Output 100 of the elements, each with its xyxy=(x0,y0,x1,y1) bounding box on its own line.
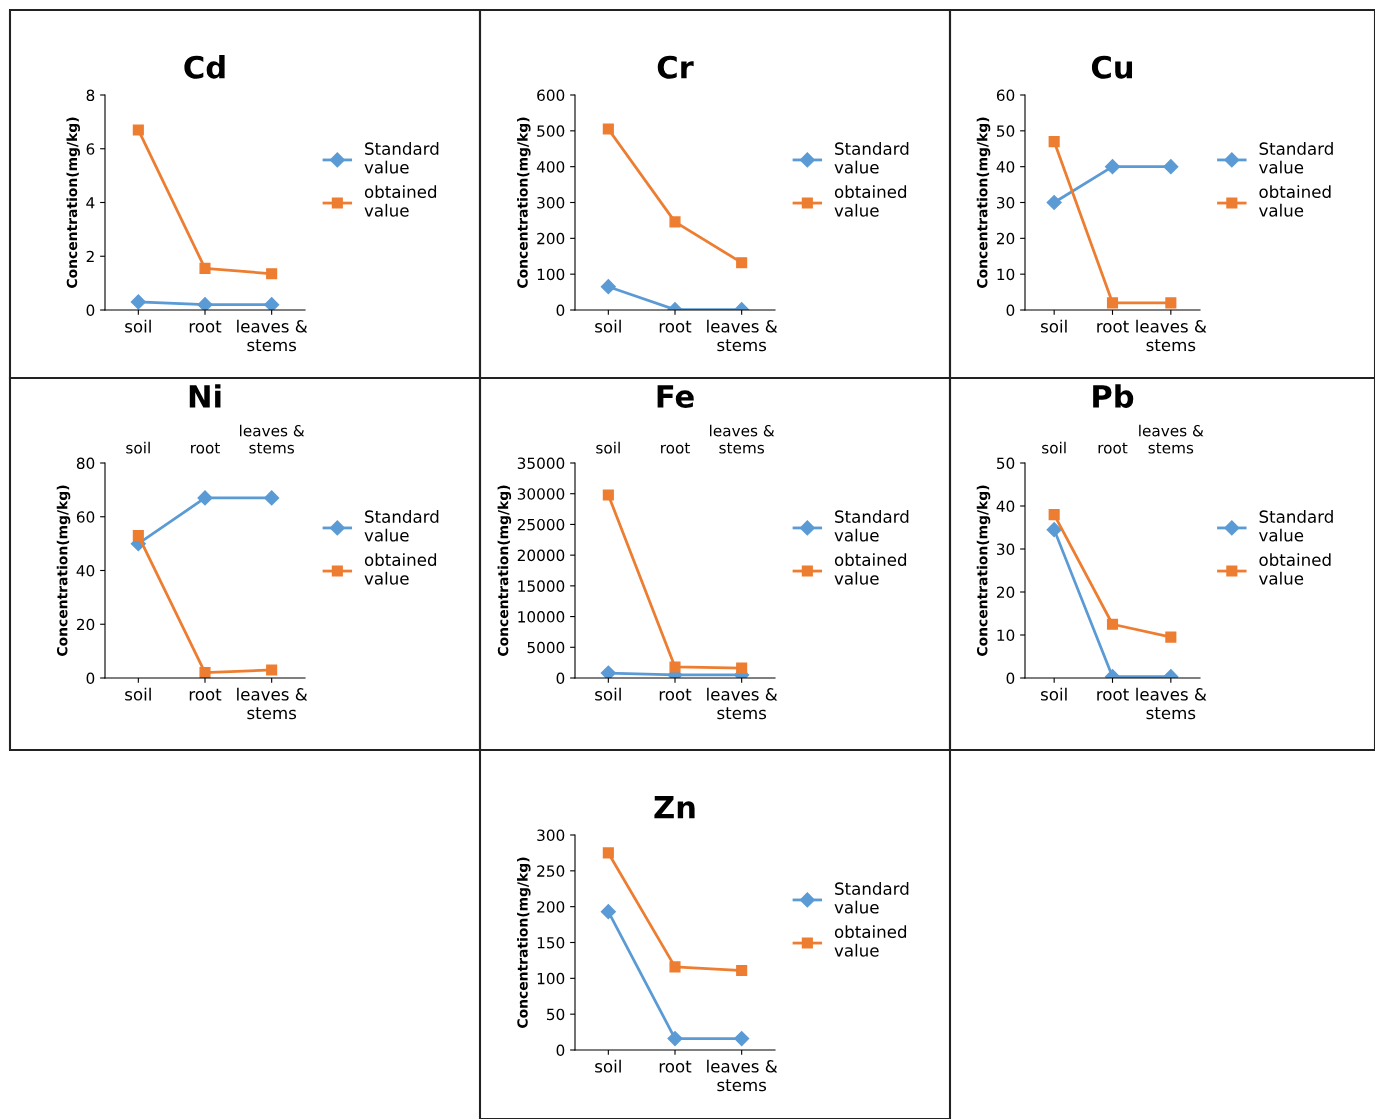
point xyxy=(736,257,748,269)
point xyxy=(734,1030,750,1047)
chart-title: Pb xyxy=(1093,384,1134,408)
point xyxy=(600,279,616,295)
point xyxy=(669,661,681,673)
y-tick-label: 40 xyxy=(76,564,95,577)
y-tick-label: 10 xyxy=(997,629,1015,642)
y-tick-label: 0 xyxy=(1006,672,1015,685)
y-tick-label: 400 xyxy=(536,161,565,173)
x-tick-label: soil xyxy=(125,687,151,701)
y-tick-label: 80 xyxy=(76,457,95,470)
point xyxy=(667,1030,683,1047)
point xyxy=(1163,159,1179,175)
y-axis-title: Concentration(mg/kg) xyxy=(66,117,80,288)
legend-label: Standard value xyxy=(364,142,439,174)
y-tick-label: 20 xyxy=(996,586,1015,599)
x-tick-label: root xyxy=(1097,688,1129,701)
text: soil xyxy=(126,441,150,454)
legend-label: Standard value xyxy=(1259,142,1333,174)
legend-label: obtained value xyxy=(1259,553,1331,585)
x-tick-label: root xyxy=(659,688,692,701)
text: soil xyxy=(596,441,620,454)
y-tick-label: 200 xyxy=(537,901,565,913)
point xyxy=(132,530,144,542)
y-tick-label: 0 xyxy=(86,672,95,685)
y-tick-label: 25000 xyxy=(517,518,565,531)
y-tick-label: 15000 xyxy=(518,580,565,592)
text: leaves & stems xyxy=(240,424,305,454)
y-tick-label: 200 xyxy=(537,232,565,245)
text: leaves & stems xyxy=(1139,424,1204,454)
chart-title: Zn xyxy=(654,796,695,819)
x-tick-label: soil xyxy=(595,1059,621,1073)
chart-title: Cd xyxy=(184,55,225,79)
y-tick-label: 0 xyxy=(556,672,565,685)
y-tick-label: 50 xyxy=(997,457,1015,470)
legend-label: Standard value xyxy=(1259,510,1333,542)
y-tick-label: 250 xyxy=(537,865,565,877)
point xyxy=(669,961,681,973)
x-tick-label: leaves & stems xyxy=(237,687,308,720)
x-tick-label: root xyxy=(659,1060,692,1073)
legend-label: obtained value xyxy=(364,185,437,217)
legend-label: Standard value xyxy=(364,510,439,542)
point xyxy=(602,847,614,859)
x-tick-label: soil xyxy=(1041,319,1067,333)
point xyxy=(130,294,146,310)
y-tick-label: 60 xyxy=(996,89,1015,102)
y-tick-label: 60 xyxy=(76,511,95,523)
point xyxy=(1104,159,1121,175)
point xyxy=(1165,297,1177,309)
x-tick-label: soil xyxy=(595,687,621,701)
y-tick-label: 5000 xyxy=(527,641,565,654)
chart-title: Cr xyxy=(657,55,694,79)
chart-title: Cu xyxy=(1091,55,1133,79)
legend-label: obtained value xyxy=(834,553,907,585)
point xyxy=(669,216,681,228)
point xyxy=(600,665,616,678)
text: root xyxy=(1098,442,1128,454)
legend-label: obtained value xyxy=(364,553,437,585)
y-tick-label: 0 xyxy=(86,304,95,317)
x-tick-label: leaves & stems xyxy=(707,1059,778,1092)
y-tick-label: 500 xyxy=(537,125,565,137)
y-tick-label: 30000 xyxy=(517,488,565,500)
x-tick-label: root xyxy=(189,320,222,333)
y-tick-label: 0 xyxy=(556,304,565,317)
x-tick-label: root xyxy=(1097,320,1129,333)
y-tick-label: 6 xyxy=(86,143,95,155)
y-axis-title: Concentration(mg/kg) xyxy=(976,117,991,288)
point xyxy=(199,262,211,274)
point xyxy=(736,662,748,674)
legend-label: obtained value xyxy=(1259,185,1331,217)
y-tick-label: 50 xyxy=(547,1008,565,1021)
point xyxy=(1048,509,1060,521)
x-tick-label: soil xyxy=(1041,687,1067,701)
y-tick-label: 30 xyxy=(997,543,1015,556)
y-tick-label: 40 xyxy=(996,500,1015,513)
legend-label: Standard value xyxy=(834,510,909,542)
y-tick-label: 2 xyxy=(86,250,94,263)
x-tick-label: leaves & stems xyxy=(707,319,778,352)
point xyxy=(266,268,278,280)
text: root xyxy=(191,442,220,454)
y-tick-label: 0 xyxy=(556,1044,565,1057)
point xyxy=(1106,297,1119,309)
legend-label: Standard value xyxy=(834,882,909,914)
legend-label: obtained value xyxy=(834,925,907,957)
chart-title: Fe xyxy=(657,385,694,408)
legend-label: Standard value xyxy=(834,142,909,174)
y-tick-label: 20 xyxy=(76,618,95,631)
y-axis-title: Concentration(mg/kg) xyxy=(976,485,991,656)
y-tick-label: 50 xyxy=(997,125,1015,137)
point xyxy=(264,490,280,506)
legend-label: obtained value xyxy=(834,185,907,217)
x-tick-label: soil xyxy=(595,319,621,333)
y-tick-label: 300 xyxy=(537,829,565,842)
point xyxy=(199,667,211,678)
text: root xyxy=(661,442,690,454)
y-tick-label: 600 xyxy=(537,89,565,102)
y-tick-label: 30 xyxy=(997,196,1015,209)
y-tick-label: 8 xyxy=(86,89,95,102)
x-tick-label: soil xyxy=(125,319,151,333)
point xyxy=(1048,136,1060,148)
